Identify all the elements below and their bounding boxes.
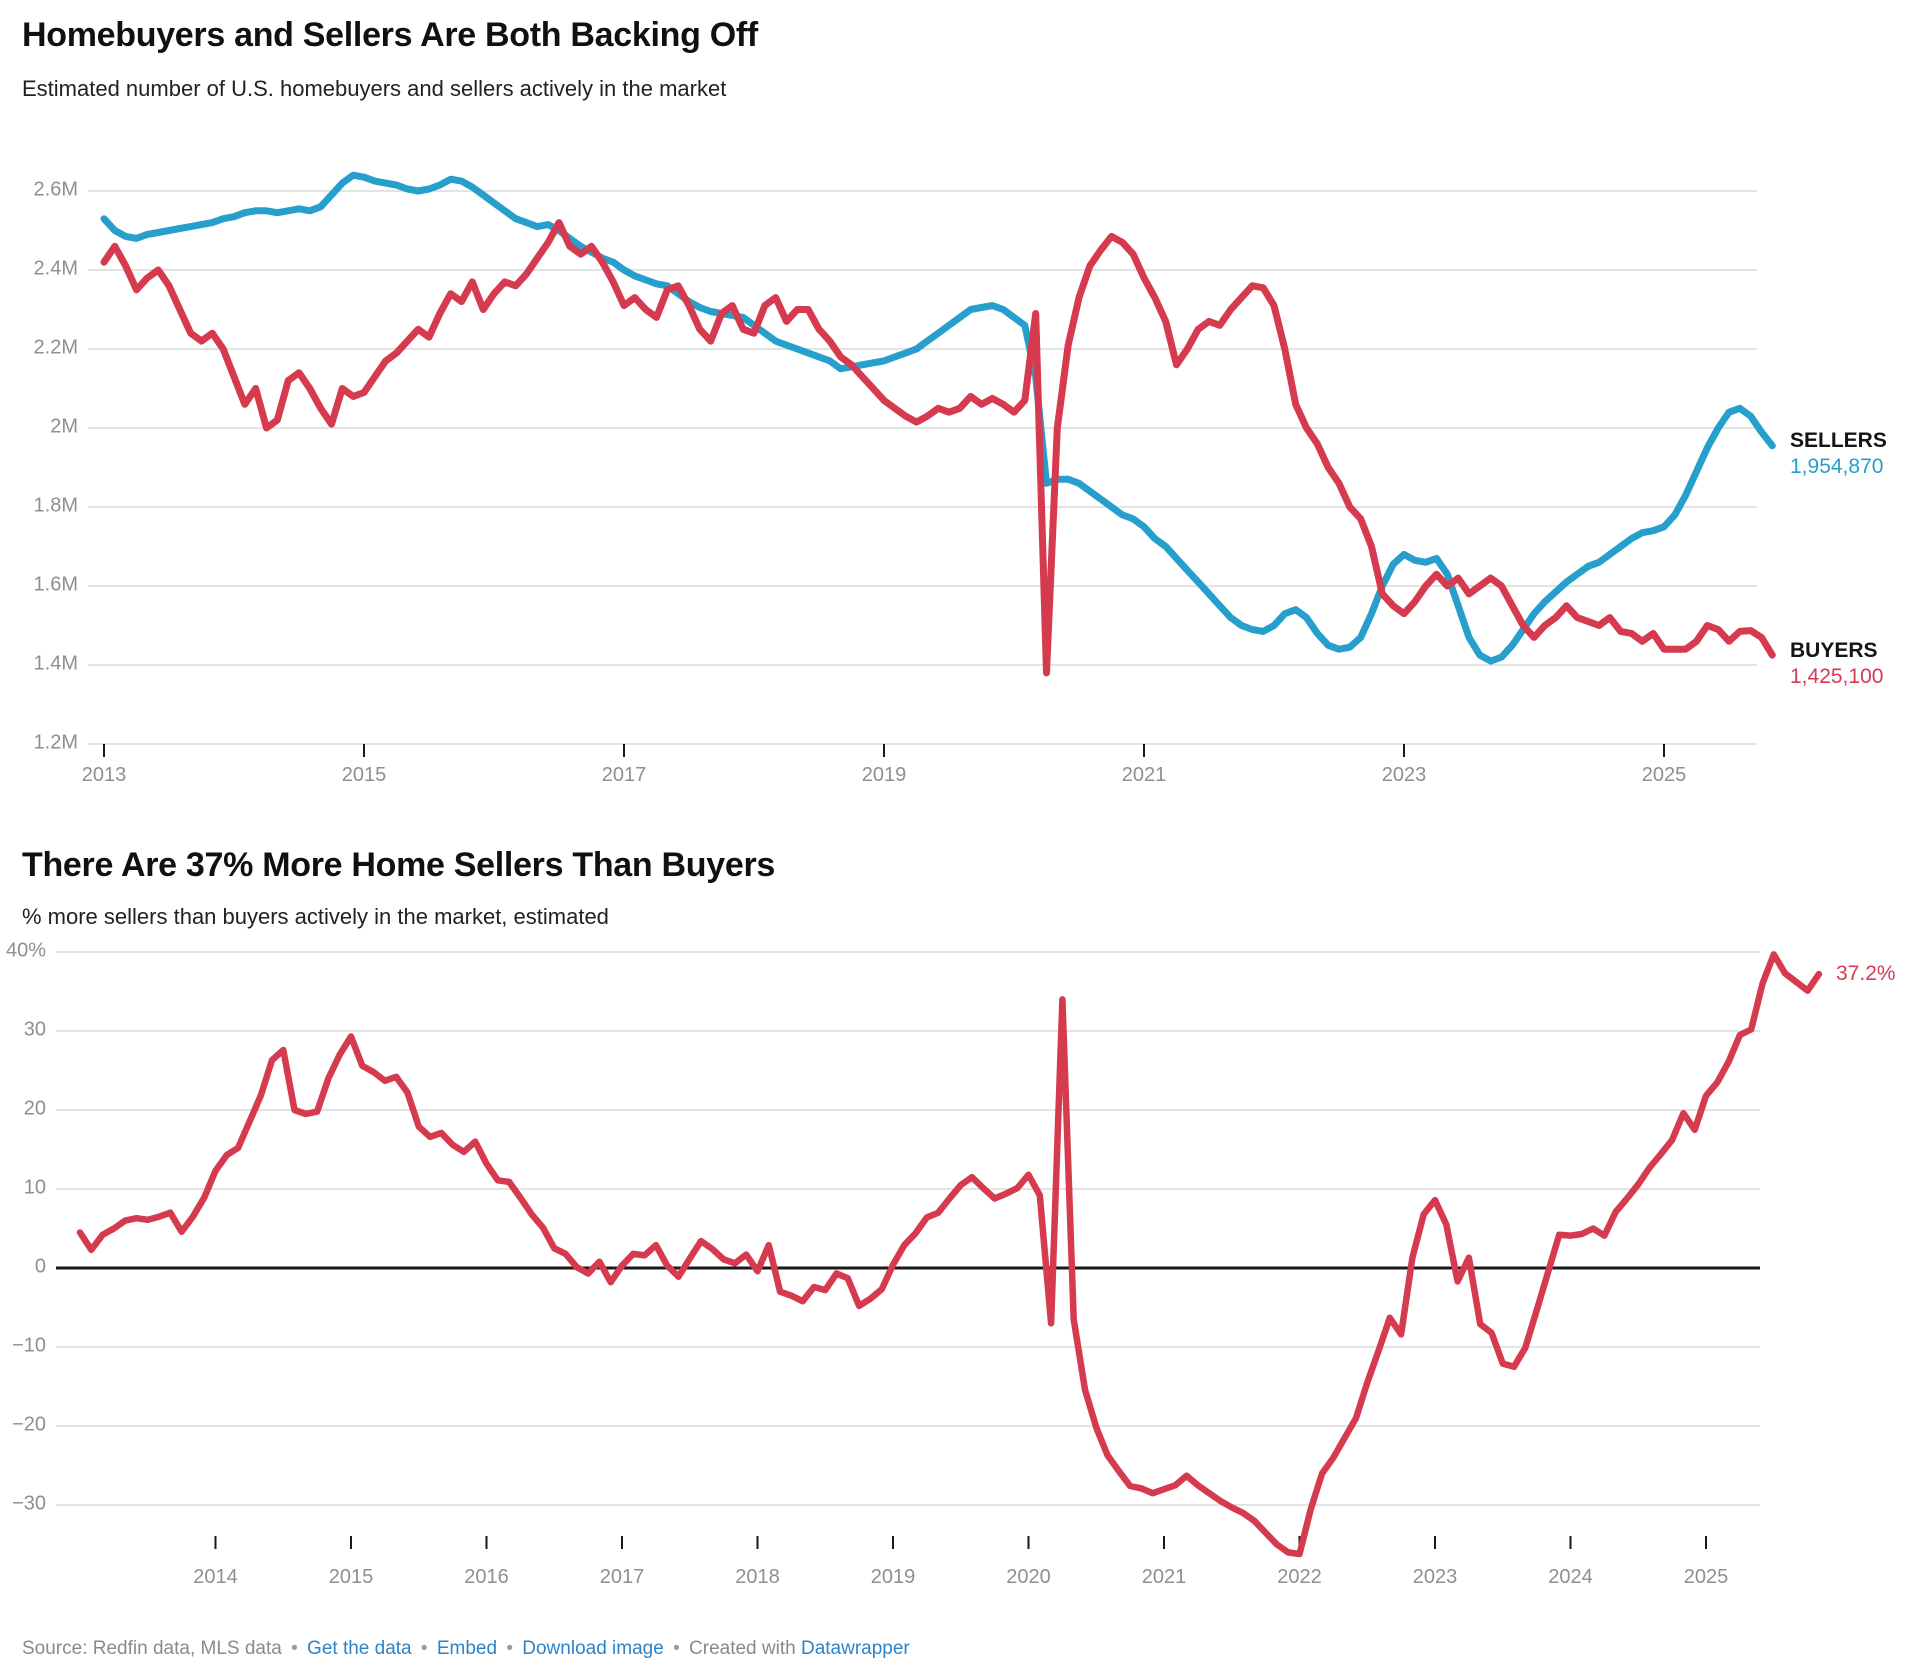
link-get-the-data[interactable]: Get the data: [307, 1638, 412, 1659]
pct-end-value-label: 37.2%: [1836, 962, 1896, 985]
x-tick-label: 2021: [1141, 1566, 1187, 1588]
separator: •: [673, 1638, 680, 1659]
buyers-series-name: BUYERS: [1790, 639, 1878, 662]
y-tick-label: 1.4M: [33, 652, 78, 675]
bottom-chart-title: There Are 37% More Home Sellers Than Buy…: [22, 846, 776, 884]
x-tick-label: 2018: [735, 1566, 780, 1588]
bottom-chart-axis-ticks: [214, 1536, 1707, 1549]
separator: •: [420, 1638, 428, 1659]
top-chart-title: Homebuyers and Sellers Are Both Backing …: [22, 16, 758, 54]
x-tick-label: 2020: [1006, 1566, 1051, 1588]
x-tick-label: 2014: [193, 1566, 238, 1588]
y-tick-label: 40%: [5, 939, 46, 962]
y-tick-label: 0: [34, 1255, 46, 1278]
x-tick-label: 2023: [1381, 764, 1427, 786]
x-tick-label: 2024: [1548, 1566, 1593, 1588]
y-tick-label: 1.6M: [33, 573, 78, 596]
y-tick-label: 1.2M: [33, 731, 78, 754]
top-chart-axis-ticks: [103, 744, 1665, 757]
link-embed[interactable]: Embed: [436, 1638, 498, 1659]
y-tick-label: −20: [12, 1413, 46, 1436]
x-tick-label: 2023: [1412, 1566, 1458, 1588]
y-tick-label: 30: [23, 1018, 46, 1041]
y-tick-label: −10: [12, 1334, 46, 1357]
y-tick-label: 2.4M: [33, 257, 78, 280]
top-chart-gridlines: [88, 190, 1757, 745]
separator: •: [291, 1638, 298, 1659]
y-tick-label: 2M: [50, 415, 78, 438]
y-tick-label: −30: [12, 1492, 46, 1515]
y-tick-label: 2.6M: [33, 178, 78, 201]
pct-more-sellers-line: [76, 951, 1823, 1558]
x-tick-label: 2025: [1683, 1566, 1729, 1588]
x-tick-label: 2013: [81, 764, 127, 786]
x-tick-label: 2025: [1641, 764, 1687, 786]
link-download-image[interactable]: Download image: [522, 1638, 664, 1659]
y-tick-label: 1.8M: [33, 494, 78, 517]
x-tick-label: 2015: [341, 764, 387, 786]
bottom-chart-gridlines: [56, 951, 1760, 1506]
sellers-end-value: 1,954,870: [1790, 455, 1884, 479]
source-text: Source: Redfin data, MLS data: [22, 1638, 282, 1659]
x-tick-label: 2017: [599, 1566, 645, 1588]
x-tick-label: 2015: [328, 1566, 374, 1588]
separator: •: [506, 1638, 513, 1659]
bottom-chart-subtitle: % more sellers than buyers actively in t…: [22, 904, 609, 929]
x-tick-label: 2021: [1121, 764, 1167, 786]
buyers-end-label: BUYERS 1,425,100: [1790, 638, 1883, 691]
created-with-text: Created with: [689, 1638, 796, 1659]
x-tick-label: 2022: [1277, 1566, 1322, 1588]
x-tick-label: 2017: [601, 764, 647, 786]
y-tick-label: 20: [23, 1097, 46, 1120]
top-chart-subtitle: Estimated number of U.S. homebuyers and …: [22, 76, 727, 101]
x-tick-label: 2016: [464, 1566, 509, 1588]
link-datawrapper[interactable]: Datawrapper: [800, 1638, 910, 1659]
sellers-line: [100, 171, 1776, 665]
x-tick-label: 2019: [861, 764, 907, 786]
buyers-line: [100, 219, 1776, 677]
x-tick-label: 2019: [870, 1566, 916, 1588]
y-tick-label: 10: [23, 1176, 46, 1199]
y-tick-label: 2.2M: [33, 336, 78, 359]
sellers-series-name: SELLERS: [1790, 429, 1887, 452]
buyers-end-value: 1,425,100: [1790, 665, 1884, 689]
footer-attribution: Source: Redfin data, MLS data • Get the …: [22, 1638, 910, 1660]
sellers-end-label: SELLERS 1,954,870: [1790, 428, 1887, 481]
